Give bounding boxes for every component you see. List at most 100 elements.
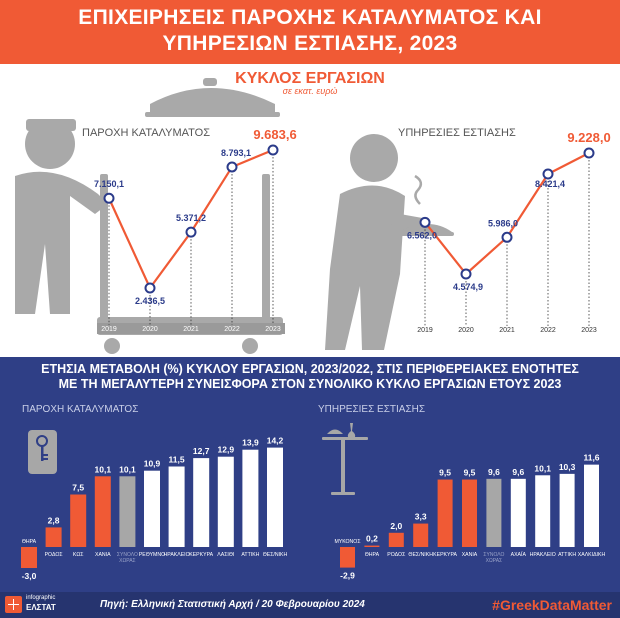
- value-label-2023: 9.683,6: [253, 127, 296, 142]
- bar-value-ΡΕΘΥΜΝΟ: 10,9: [144, 459, 161, 469]
- category-label-ΑΤΤΙΚΗ: ΑΤΤΙΚΗ: [241, 552, 259, 558]
- bar-value-ΣΥΝΟΛΟ ΧΩΡΑΣ: 10,1: [119, 464, 136, 474]
- bar-value-ΜΥΚΟΝΟΣ: -2,9: [340, 571, 355, 581]
- data-point-2020: [144, 282, 156, 294]
- bar-value-ΗΡΑΚΛΕΙΟ: 11,5: [169, 455, 185, 465]
- bar-ΧΑΛΚΙΔΙΚΗ: [584, 464, 599, 547]
- data-point-2021: [501, 231, 513, 243]
- bar-ΑΧΑΪΑ: [510, 478, 526, 547]
- annual-title-line1: ΕΤΗΣΙΑ ΜΕΤΑΒΟΛΗ (%) ΚΥΚΛΟΥ ΕΡΓΑΣΙΩΝ, 202…: [41, 362, 579, 376]
- data-point-2023: [267, 144, 279, 156]
- category-label-ΧΑΝΙΑ: ΧΑΝΙΑ: [462, 552, 478, 558]
- bar-ΡΟΔΟΣ: [388, 532, 404, 547]
- food-services-line-chart: ΥΠΗΡΕΣΙΕΣ ΕΣΤΙΑΣΗΣ 6.562,0 2019 4.574,9 2020…: [398, 127, 611, 334]
- bar-ΑΤΤΙΚΗ: [559, 473, 575, 547]
- key-card-icon: [28, 430, 57, 474]
- waiter-icon: [325, 134, 454, 350]
- bar-value-ΑΤΤΙΚΗ: 13,9: [242, 438, 259, 448]
- bar-value-ΑΧΑΪΑ: 9,6: [512, 467, 524, 477]
- bar-value-ΛΑΣΙΘΙ: 12,9: [218, 445, 235, 455]
- bar-value-ΚΕΡΚΥΡΑ: 12,7: [193, 446, 210, 456]
- bar-illustrations: [28, 423, 368, 495]
- bar-value-ΑΤΤΙΚΗ: 10,3: [559, 462, 576, 472]
- bar-ΗΡΑΚΛΕΙΟ: [535, 475, 551, 547]
- food-services-bar-chart: ΥΠΗΡΕΣΙΕΣ ΕΣΤΙΑΣΗΣ -2,9 ΜΥΚΟΝΟΣ 0,2 ΘΗΡΑ 2,0 Ρ…: [318, 404, 605, 581]
- accommodation-bar-chart: ΠΑΡΟΧΗ ΚΑΤΑΛΥΜΑΤΟΣ -3,0 ΘΗΡΑ 2,8 ΡΟΔΟΣ 7,5 ΚΩΣ…: [21, 404, 288, 581]
- bar-ΘΕΣ/ΝΙΚΗ: [267, 447, 283, 547]
- category-label-ΚΕΡΚΥΡΑ: ΚΕΡΚΥΡΑ: [189, 552, 213, 558]
- category-label-ΚΕΡΚΥΡΑ: ΚΕΡΚΥΡΑ: [433, 552, 457, 558]
- category-label-ΚΩΣ: ΚΩΣ: [73, 552, 84, 558]
- logo-line1: infographic: [26, 595, 56, 601]
- data-point-2022: [542, 168, 554, 180]
- bar-value-ΘΗΡΑ: 0,2: [366, 534, 378, 544]
- bar-value-ΚΩΣ: 7,5: [72, 483, 84, 493]
- category-label-ΘΕΣ/ΝΙΚΗ: ΘΕΣ/ΝΙΚΗ: [408, 552, 433, 558]
- restaurant-table-icon: [322, 423, 368, 495]
- data-point-2022: [226, 161, 238, 173]
- year-tick-2019: 2019: [417, 327, 433, 334]
- year-tick-2021: 2021: [499, 327, 515, 334]
- category-label-ΜΥΚΟΝΟΣ: ΜΥΚΟΝΟΣ: [334, 539, 360, 545]
- bar-ΛΑΣΙΘΙ: [217, 456, 234, 547]
- year-tick-2023: 2023: [265, 326, 281, 333]
- value-label-2021: 5.371,2: [176, 213, 206, 223]
- hashtag-text: #GreekDataMatter: [492, 597, 612, 613]
- category-label-ΣΥΝΟΛΟ ΧΩΡΑΣ: ΣΥΝΟΛΟ ΧΩΡΑΣ: [483, 552, 504, 564]
- year-tick-2019: 2019: [101, 326, 117, 333]
- year-tick-2023: 2023: [581, 327, 597, 334]
- value-label-2019: 7.150,1: [94, 179, 124, 189]
- year-tick-2022: 2022: [224, 326, 240, 333]
- category-label-ΡΟΔΟΣ: ΡΟΔΟΣ: [387, 552, 405, 558]
- bar-ΧΑΝΙΑ: [462, 479, 477, 547]
- bar-ΗΡΑΚΛΕΙΟ: [168, 466, 185, 547]
- bar-ΡΕΘΥΜΝΟ: [144, 470, 160, 547]
- line-chart-group: ΠΑΡΟΧΗ ΚΑΤΑΛΥΜΑΤΟΣ 7.150,1 2019 2.436,5 2020…: [82, 127, 297, 334]
- year-tick-2021: 2021: [183, 326, 199, 333]
- category-label-ΑΤΤΙΚΗ: ΑΤΤΙΚΗ: [558, 552, 576, 558]
- annual-change-section: ΕΤΗΣΙΑ ΜΕΤΑΒΟΛΗ (%) ΚΥΚΛΟΥ ΕΡΓΑΣΙΩΝ, 202…: [0, 357, 620, 592]
- category-label-ΘΕΣ/ΝΙΚΗ: ΘΕΣ/ΝΙΚΗ: [263, 552, 288, 558]
- bar-ΣΥΝΟΛΟ ΧΩΡΑΣ: [486, 478, 502, 547]
- line-chart-title: ΠΑΡΟΧΗ ΚΑΤΑΛΥΜΑΤΟΣ: [82, 127, 210, 139]
- data-point-2020: [460, 268, 472, 280]
- source-text: Πηγή: Ελληνική Στατιστική Αρχή / 20 Φεβρ…: [100, 599, 365, 610]
- category-label-ΧΑΝΙΑ: ΧΑΝΙΑ: [95, 552, 111, 558]
- elstat-logo-icon: [5, 596, 22, 613]
- year-tick-2022: 2022: [540, 327, 556, 334]
- bar-ΜΥΚΟΝΟΣ: [340, 547, 355, 568]
- bar-value-ΗΡΑΚΛΕΙΟ: 10,1: [534, 463, 551, 473]
- bar-ΚΕΡΚΥΡΑ: [437, 479, 453, 547]
- value-label-2022: 8.421,4: [535, 179, 565, 189]
- category-label-ΑΧΑΪΑ: ΑΧΑΪΑ: [511, 551, 527, 558]
- bar-value-ΣΥΝΟΛΟ ΧΩΡΑΣ: 9,6: [488, 467, 500, 477]
- value-label-2020: 4.574,9: [453, 282, 483, 292]
- bar-value-ΘΕΣ/ΝΙΚΗ: 3,3: [415, 512, 427, 522]
- bar-value-ΧΑΝΙΑ: 10,1: [95, 464, 112, 474]
- bar-value-ΧΑΛΚΙΔΙΚΗ: 11,6: [583, 453, 599, 463]
- bar-ΘΗΡΑ: [364, 545, 380, 547]
- bar-ΧΑΝΙΑ: [94, 476, 111, 547]
- accommodation-line-chart: ΠΑΡΟΧΗ ΚΑΤΑΛΥΜΑΤΟΣ 7.150,1 2019 2.436,5 2020…: [82, 127, 297, 334]
- bar-value-ΘΗΡΑ: -3,0: [22, 571, 37, 581]
- turnover-section: ΚΥΚΛΟΣ ΕΡΓΑΣΙΩΝ σε εκατ. ευρώ ΠΑΡΟΧΗ ΚΑΤ…: [0, 64, 620, 356]
- bar-chart-title: ΥΠΗΡΕΣΙΕΣ ΕΣΤΙΑΣΗΣ: [318, 404, 425, 415]
- category-label-ΗΡΑΚΛΕΙΟ: ΗΡΑΚΛΕΙΟ: [164, 552, 190, 558]
- main-title-line2: ΥΠΗΡΕΣΙΩΝ ΕΣΤΙΑΣΗΣ, 2023: [162, 32, 458, 55]
- bar-chart-title: ΠΑΡΟΧΗ ΚΑΤΑΛΥΜΑΤΟΣ: [22, 404, 138, 415]
- bar-chart-group: ΥΠΗΡΕΣΙΕΣ ΕΣΤΙΑΣΗΣ -2,9 ΜΥΚΟΝΟΣ 0,2 ΘΗΡΑ 2,0 Ρ…: [318, 404, 605, 581]
- bar-value-ΚΕΡΚΥΡΑ: 9,5: [439, 468, 451, 478]
- value-label-2023: 9.228,0: [567, 130, 610, 145]
- line-chart-group: ΥΠΗΡΕΣΙΕΣ ΕΣΤΙΑΣΗΣ 6.562,0 2019 4.574,9 2020…: [398, 127, 611, 334]
- category-label-ΡΕΘΥΜΝΟ: ΡΕΘΥΜΝΟ: [139, 552, 165, 558]
- category-label-ΘΗΡΑ: ΘΗΡΑ: [365, 552, 380, 558]
- bar-ΣΥΝΟΛΟ ΧΩΡΑΣ: [119, 476, 136, 547]
- category-label-ΧΑΛΚΙΔΙΚΗ: ΧΑΛΚΙΔΙΚΗ: [578, 552, 606, 558]
- value-label-2020: 2.436,5: [135, 296, 165, 306]
- bar-ΚΩΣ: [70, 494, 87, 547]
- value-label-2022: 8.793,1: [221, 148, 251, 158]
- bar-value-ΘΕΣ/ΝΙΚΗ: 14,2: [267, 436, 284, 446]
- data-point-2019: [419, 216, 431, 228]
- bar-value-ΡΟΔΟΣ: 2,0: [390, 521, 402, 531]
- category-label-ΗΡΑΚΛΕΙΟ: ΗΡΑΚΛΕΙΟ: [530, 552, 556, 558]
